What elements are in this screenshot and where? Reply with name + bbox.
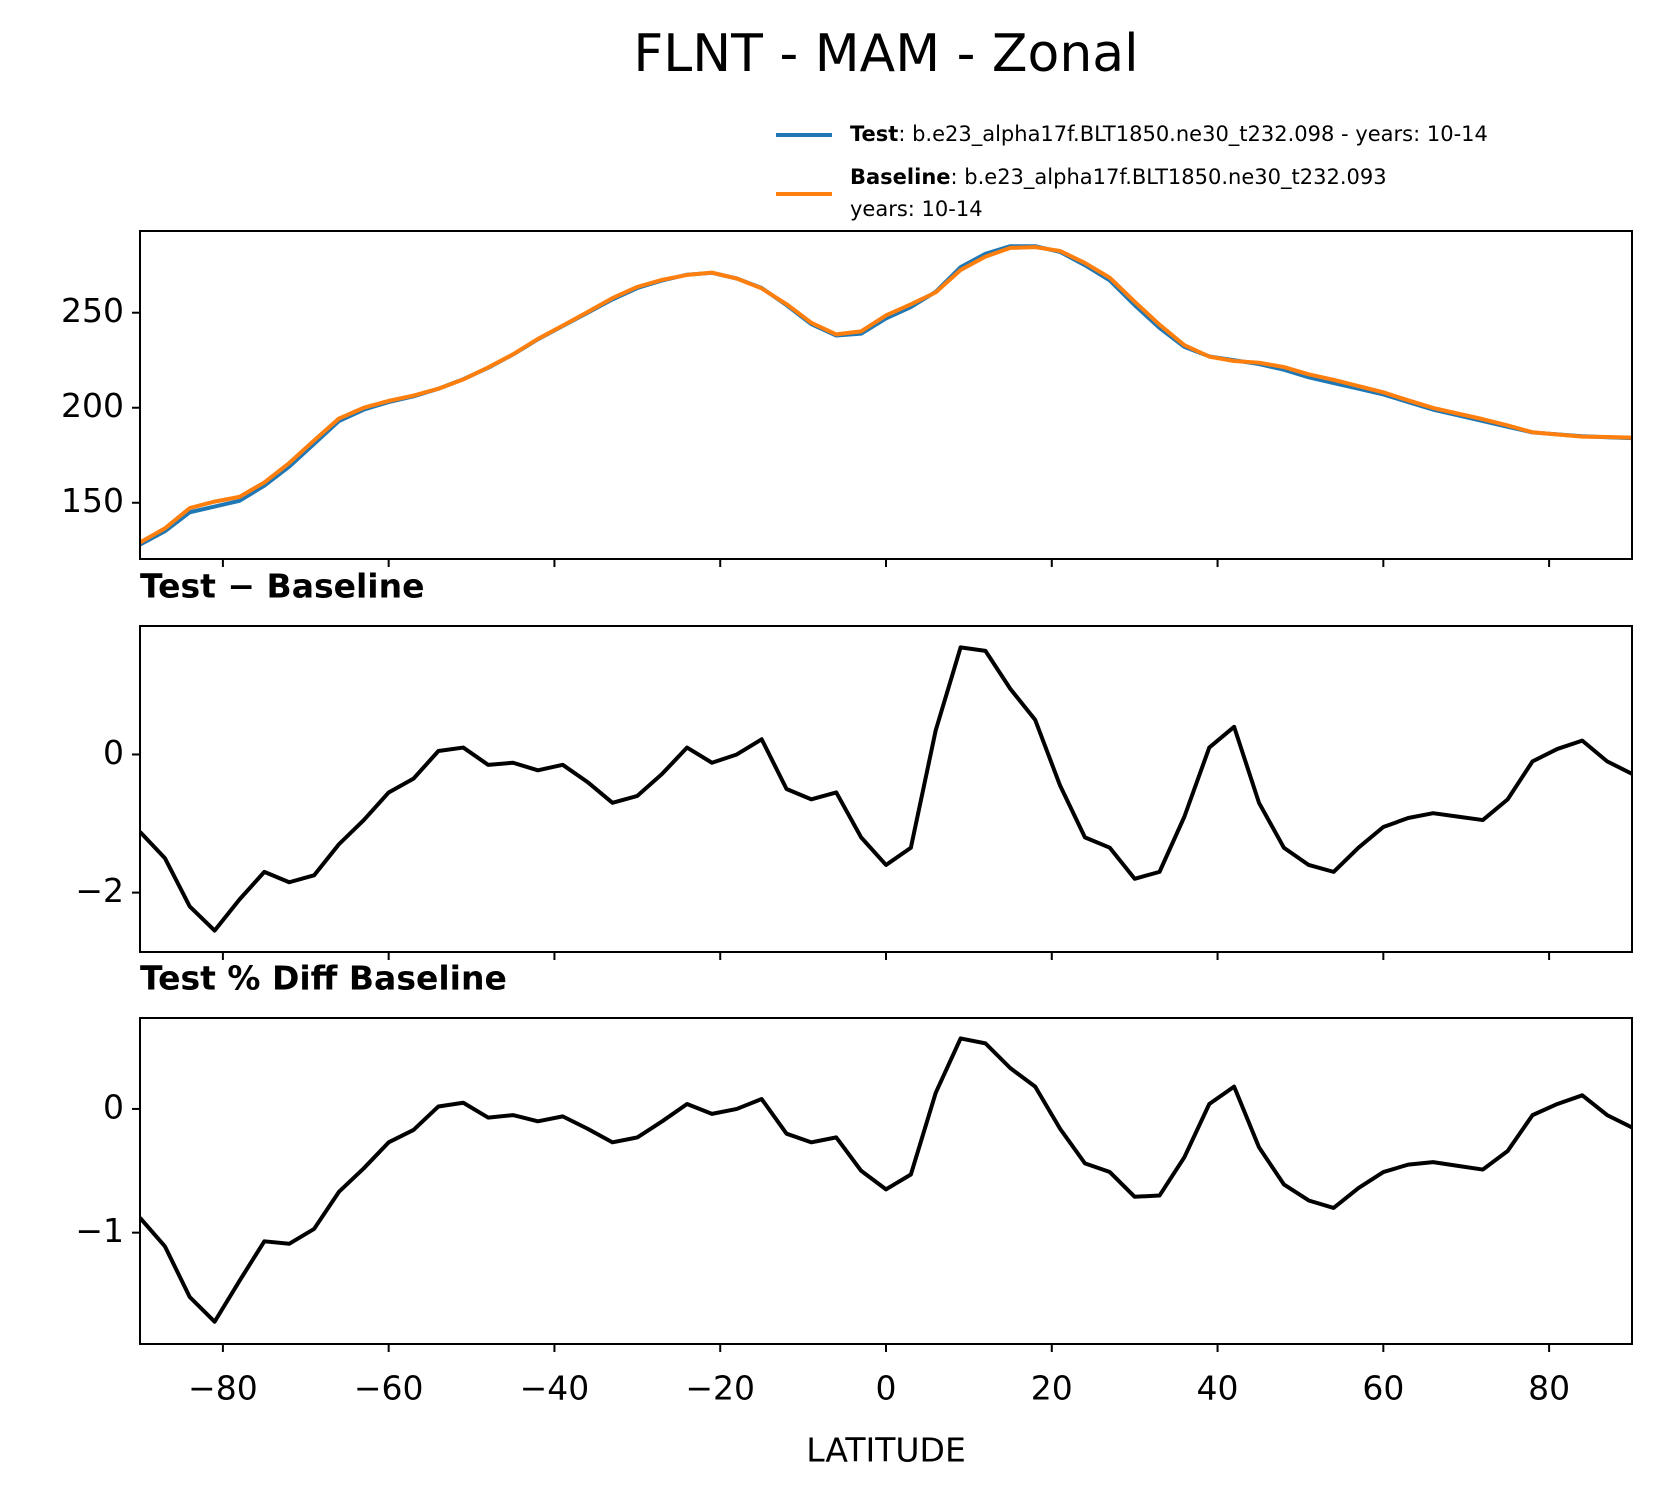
y-tick-label: 0	[103, 733, 124, 772]
x-tick-label: 0	[876, 1369, 897, 1408]
x-tick-label: −80	[188, 1369, 258, 1408]
legend-entry: Test: b.e23_alpha17f.BLT1850.ne30_t232.0…	[850, 122, 1488, 147]
legend-entry: Baseline: b.e23_alpha17f.BLT1850.ne30_t2…	[850, 165, 1387, 190]
axes-frame	[139, 230, 1633, 560]
legend-label: : b.e23_alpha17f.BLT1850.ne30_t232.098 -…	[898, 122, 1488, 147]
data-line	[140, 245, 1632, 545]
y-tick-label: 200	[61, 386, 124, 425]
x-tick-label: −40	[520, 1369, 590, 1408]
x-tick-label: −60	[354, 1369, 424, 1408]
x-axis-label: LATITUDE	[806, 1431, 966, 1470]
y-tick-label: −1	[75, 1211, 124, 1250]
legend-label: years: 10-14	[850, 197, 983, 221]
axes-frame	[139, 1017, 1633, 1345]
axes-frame	[139, 625, 1633, 953]
x-tick-label: 40	[1197, 1369, 1239, 1408]
data-line	[140, 1036, 1632, 1324]
data-line	[140, 645, 1632, 933]
x-tick-label: 20	[1031, 1369, 1073, 1408]
x-tick-label: 60	[1362, 1369, 1404, 1408]
figure-title: FLNT - MAM - Zonal	[633, 24, 1138, 84]
panel-title: Test − Baseline	[140, 567, 425, 606]
x-tick-label: 80	[1528, 1369, 1570, 1408]
legend-name: Baseline	[850, 165, 951, 189]
panel-title: Test % Diff Baseline	[140, 959, 507, 998]
legend-name: Test	[850, 122, 898, 146]
y-tick-label: 0	[103, 1087, 124, 1126]
y-tick-label: 150	[61, 481, 124, 520]
x-tick-label: −20	[685, 1369, 755, 1408]
y-tick-label: 250	[61, 291, 124, 330]
legend-label: : b.e23_alpha17f.BLT1850.ne30_t232.093	[951, 165, 1387, 190]
y-tick-label: −2	[75, 871, 124, 910]
